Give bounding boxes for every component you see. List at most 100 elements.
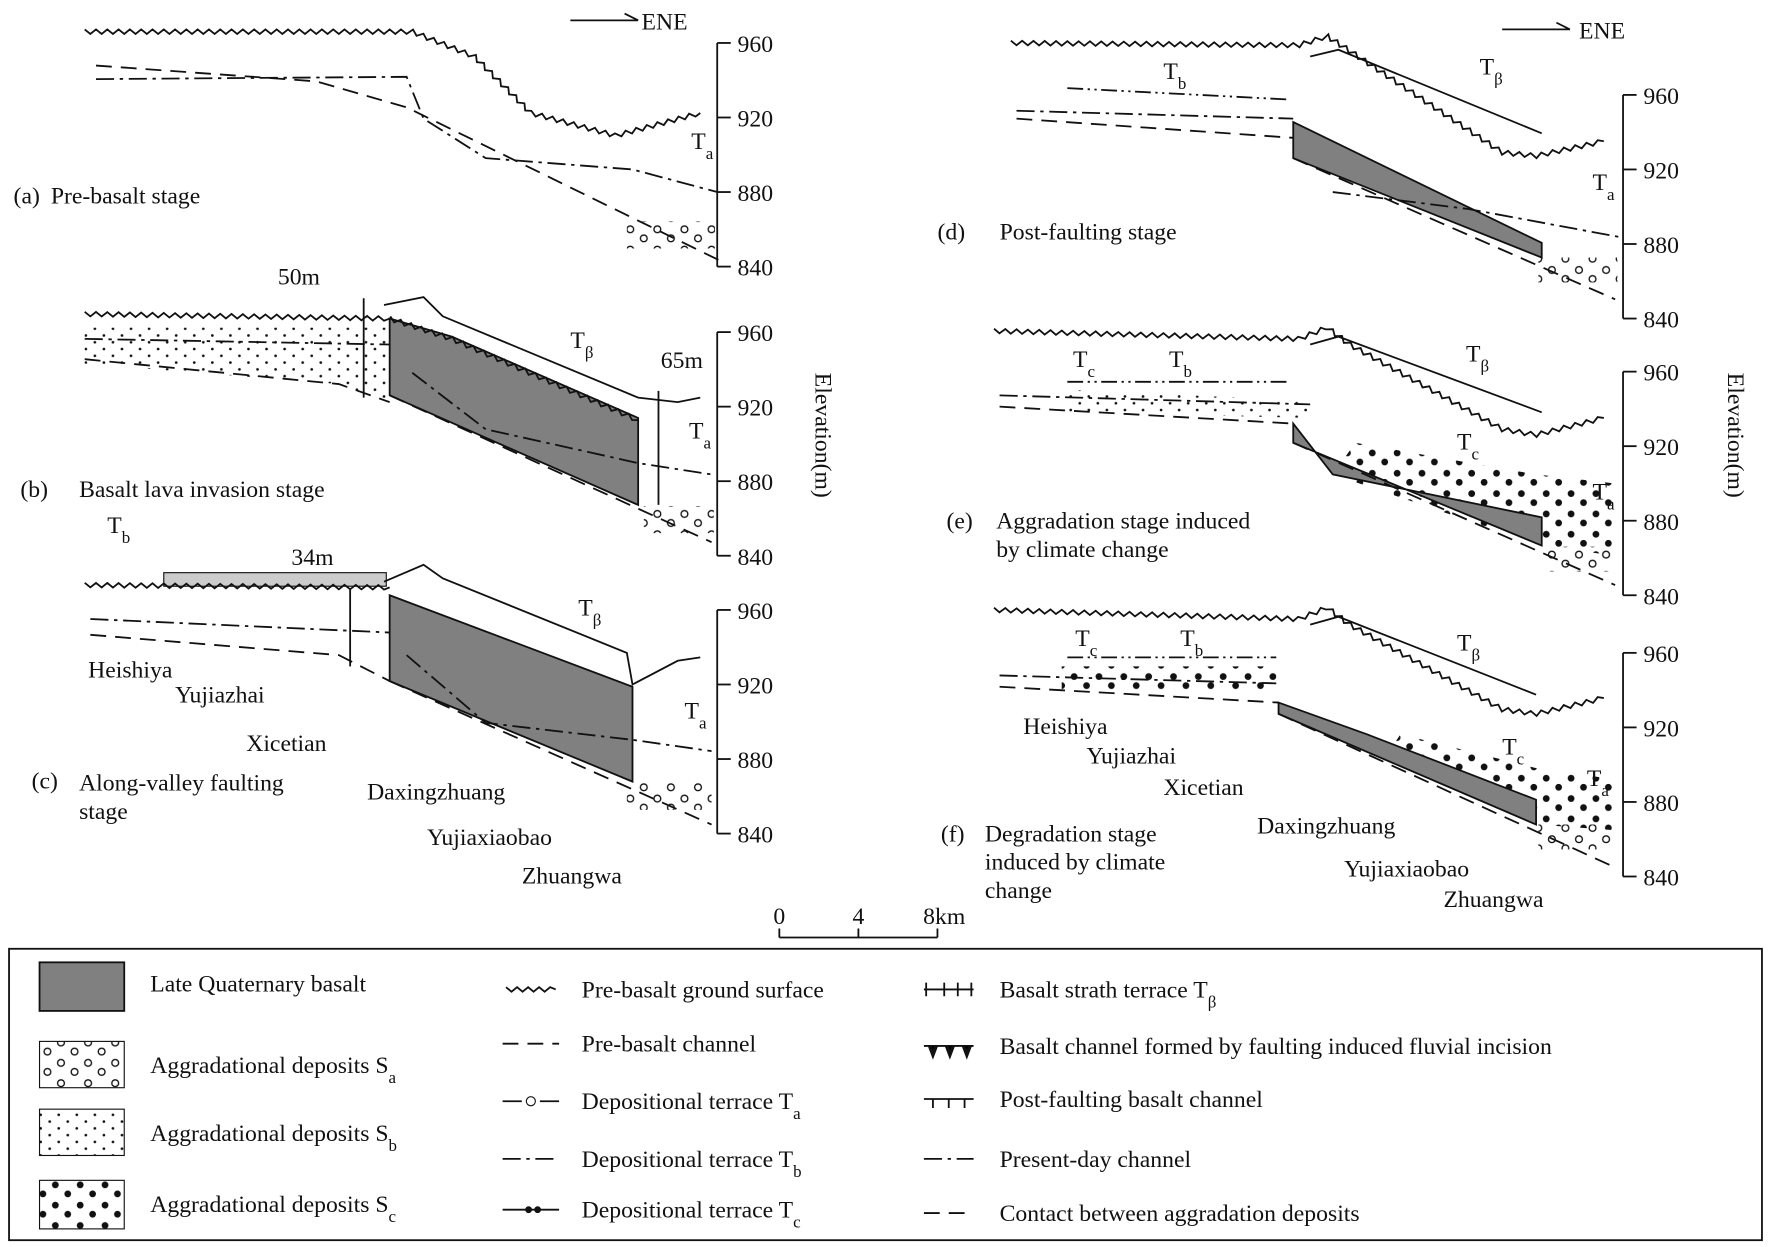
annotation-sub: c [1471,444,1479,463]
annotation-sub: b [1178,74,1186,93]
annotation-text: T [1587,766,1602,792]
annotation-text: T [1466,341,1481,367]
tick-label: 920 [738,107,774,133]
annotation-text: T [1593,479,1608,505]
annotation-sub: a [699,713,707,732]
annotation-sub: β [593,610,602,629]
annotation: Ta [684,698,706,732]
annotation: Tc [1457,430,1479,464]
tick-label: 960 [738,321,774,347]
figure: 960920880840(a)Pre-basalt stageENETa9609… [0,0,1771,1247]
scale-label: 4 [852,904,864,930]
tick-label: 840 [738,823,774,849]
legend-label-text: Aggradational deposits S [150,1192,388,1218]
panel-label: (d) [937,219,965,245]
panel-caption: Pre-basalt stage [51,183,200,209]
annotation-sub: a [703,433,711,452]
tick-label: 880 [738,181,774,207]
tick-label: 920 [1643,716,1679,742]
tick-label: 960 [738,599,774,625]
legend-label-text: Depositional terrace T [582,1089,794,1115]
annotation: Tb [1180,626,1203,660]
annotation-sub: β [1494,69,1503,88]
annotation-text: T [1457,430,1472,456]
legend-label: Depositional terrace Ta [582,1089,801,1123]
panel-label: (c) [32,768,58,794]
legend-label-text: Pre-basalt ground surface [582,977,824,1003]
annotation-text: T [689,418,704,444]
annotation-sub: β [585,342,594,361]
panel-caption: Degradation stage [985,821,1157,847]
annotation-text: T [1075,626,1090,652]
place-name: Zhuangwa [1443,887,1544,913]
ground-surface [994,608,1604,716]
annotation: Ta [1593,170,1615,203]
place-name: Zhuangwa [522,863,623,889]
place-name: Heishiya [88,658,173,684]
legend-label: Basalt strath terrace Tβ [1000,977,1217,1011]
place-name: Yujiazhai [1087,744,1177,770]
annotation-text: T [570,328,585,354]
legend-label-text: Aggradational deposits S [150,1053,388,1079]
panel-caption: Basalt lava invasion stage [79,477,325,503]
legend-label-sub: b [793,1161,801,1180]
tick-label: 880 [738,470,774,496]
legend-label: Depositional terrace Tc [582,1198,801,1232]
annotation-sub: b [122,528,130,547]
panel-caption: Aggradation stage induced [996,509,1250,535]
legend-label: Post-faulting basalt channel [1000,1087,1264,1113]
tick-label: 840 [1643,866,1679,892]
annotation-sub: b [1195,641,1203,660]
tick-label: 880 [738,748,774,774]
annotation-text: T [1593,170,1608,196]
legend-label-text: Contact between aggradation deposits [1000,1201,1360,1227]
scale-label: 0 [773,904,785,930]
legend-label-text: Depositional terrace T [582,1147,794,1173]
annotation: Tb [1169,347,1192,380]
panel-label: (f) [941,821,965,847]
legend-label-text: Late Quaternary basalt [150,972,366,998]
annotation-sub: a [706,144,714,163]
legend-label-sub: a [793,1104,801,1123]
legend-label-text: Basalt channel formed by faulting induce… [1000,1034,1552,1060]
place-name: Daxingzhuang [1257,814,1395,840]
tick-label: 880 [1643,791,1679,817]
annotation-text: T [107,513,122,539]
legend-label: Contact between aggradation deposits [1000,1201,1360,1227]
annotation-sub: c [1090,641,1098,660]
legend-label-text: Depositional terrace T [582,1198,794,1224]
panel-caption: induced by climate [985,850,1165,876]
annotation: Tβ [570,328,593,362]
place-name: Xicetian [246,731,326,757]
annotation-text: T [1073,347,1088,373]
place-name: Xicetian [1163,775,1243,801]
annotation: Ta [689,418,711,451]
panel-caption: change [985,878,1052,904]
tick-label: 840 [1643,308,1679,334]
annotation: Tβ [1466,341,1489,375]
panel-caption: Along-valley faulting [79,771,284,797]
annotation: Tc [1075,626,1097,660]
place-name: Yujiazhai [175,683,265,709]
panel-label: (b) [20,477,48,503]
legend-label: Present-day channel [1000,1147,1192,1173]
tick-label: 960 [738,32,774,58]
annotation-text: T [691,129,706,155]
annotation-sub: a [1607,184,1615,203]
annotation: Tb [1163,59,1186,92]
annotation-sub: b [1183,362,1191,381]
annotation-text: 65m [661,348,704,374]
annotation-text: T [1163,59,1178,85]
annotation-text: T [684,698,699,724]
annotation: Tb [107,513,130,547]
annotation: 50m [278,265,321,291]
legend-label-sub: c [389,1206,397,1225]
annotation: Tβ [578,596,601,630]
legend-label: Aggradational deposits Sb [150,1121,397,1155]
annotation-sub: β [1471,645,1480,664]
ground-surface [994,328,1604,437]
annotation: Tβ [1457,631,1480,665]
annotation: Tc [1073,347,1095,380]
tick-label: 840 [1643,584,1679,610]
legend-label: Depositional terrace Tb [582,1147,802,1180]
